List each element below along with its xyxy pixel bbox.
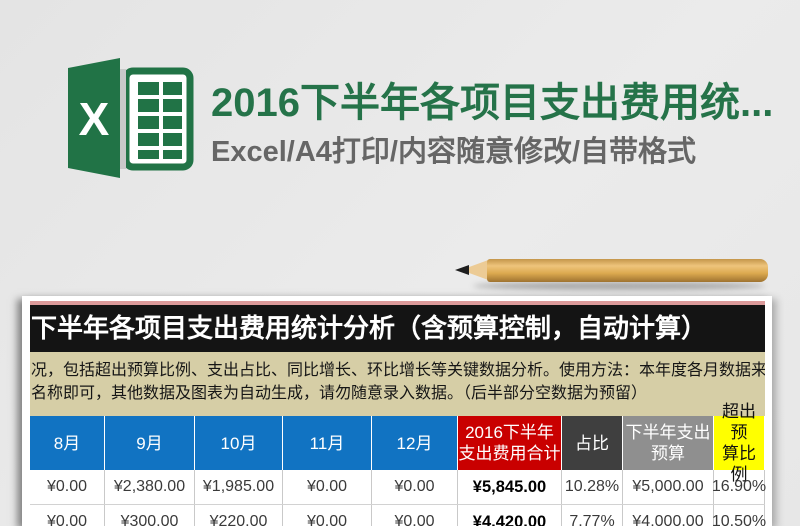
header-label: 8月: [53, 433, 81, 453]
header-label: 超出预: [722, 402, 756, 442]
sheet-description: 况，包括超出预算比例、支出占比、同比增长、环比增长等关键数据分析。使用方法：本年…: [30, 352, 765, 416]
cell-dec: ¥0.00: [372, 505, 458, 526]
cell-aug: ¥0.00: [30, 470, 105, 504]
cell-total: ¥4,420.00: [458, 505, 562, 526]
header-label: 预算: [651, 444, 685, 463]
header-cell-sep: 9月: [105, 416, 195, 470]
table-row: ¥0.00 ¥300.00 ¥220.00 ¥0.00 ¥0.00 ¥4,420…: [30, 505, 766, 526]
header-label: 11月: [309, 433, 345, 453]
header-label: 下半年支出: [625, 423, 711, 442]
cell-budget: ¥4,000.00: [623, 505, 714, 526]
table-header-row: 8月 9月 10月 11月 12月 2016下半年 支出费用合计 占比 下半年支…: [30, 402, 765, 484]
cell-budget: ¥5,000.00: [623, 470, 714, 504]
cell-dec: ¥0.00: [372, 470, 458, 504]
header-cell-total: 2016下半年 支出费用合计: [458, 416, 562, 470]
pencil-wood-cone: [461, 259, 491, 281]
cell-nov: ¥0.00: [283, 505, 372, 526]
header-cell-oct: 10月: [195, 416, 283, 470]
page-subtitle: Excel/A4打印/内容随意修改/自带格式: [211, 136, 697, 168]
header-cell-dec: 12月: [372, 416, 458, 470]
header-label: 支出费用合计: [458, 444, 561, 463]
table-row: ¥0.00 ¥2,380.00 ¥1,985.00 ¥0.00 ¥0.00 ¥5…: [30, 470, 766, 505]
header-label: 9月: [136, 433, 163, 453]
header-label: 10月: [220, 433, 257, 453]
cell-oct: ¥1,985.00: [195, 470, 283, 504]
pencil-shadow: [473, 282, 765, 290]
excel-logo-icon: X: [68, 58, 194, 178]
hero-banner: X 2016下半年各项目支出费用统... Excel/A4打印/内容随意修改/自…: [68, 58, 774, 178]
logo-letter: X: [79, 93, 110, 145]
cell-sep: ¥300.00: [105, 505, 195, 526]
sheet-panel: 下半年各项目支出费用统计分析（含预算控制，自动计算） 况，包括超出预算比例、支出…: [22, 296, 772, 526]
description-line-2: 名称即可，其他数据及图表为自动生成，请勿随意录入数据。（后半部分空数据为预留）: [31, 385, 648, 402]
header-label: 占比: [575, 433, 609, 453]
pencil-graphite-tip: [455, 265, 469, 275]
pencil-image: [455, 258, 768, 290]
cell-nov: ¥0.00: [283, 470, 372, 504]
header-cell-over-budget: 超出预 算比例: [714, 402, 765, 484]
cell-ratio: 7.77%: [562, 505, 623, 526]
header-label: 12月: [396, 433, 433, 453]
pencil-body: [487, 259, 768, 282]
header-label: 2016下半年: [465, 423, 554, 442]
header-cell-ratio: 占比: [562, 416, 623, 470]
cell-ratio: 10.28%: [562, 470, 623, 504]
sheet-title-bar: 下半年各项目支出费用统计分析（含预算控制，自动计算）: [30, 305, 765, 352]
cell-aug: ¥0.00: [30, 505, 105, 526]
page-title: 2016下半年各项目支出费用统...: [211, 81, 774, 125]
description-line-1: 况，包括超出预算比例、支出占比、同比增长、环比增长等关键数据分析。使用方法：本年…: [31, 362, 765, 379]
cell-oct: ¥220.00: [195, 505, 283, 526]
cell-over-budget: 10.50%: [712, 505, 766, 526]
sheet-top-accent: [30, 301, 765, 305]
cell-total: ¥5,845.00: [458, 470, 562, 504]
cell-sep: ¥2,380.00: [105, 470, 195, 504]
header-cell-nov: 11月: [283, 416, 372, 470]
header-cell-aug: 8月: [30, 416, 105, 470]
header-label: 算比例: [722, 444, 756, 484]
header-cell-budget: 下半年支出 预算: [623, 416, 714, 470]
expense-table: 8月 9月 10月 11月 12月 2016下半年 支出费用合计 占比 下半年支…: [30, 402, 766, 526]
cell-over-budget: 16.90%: [712, 470, 766, 504]
